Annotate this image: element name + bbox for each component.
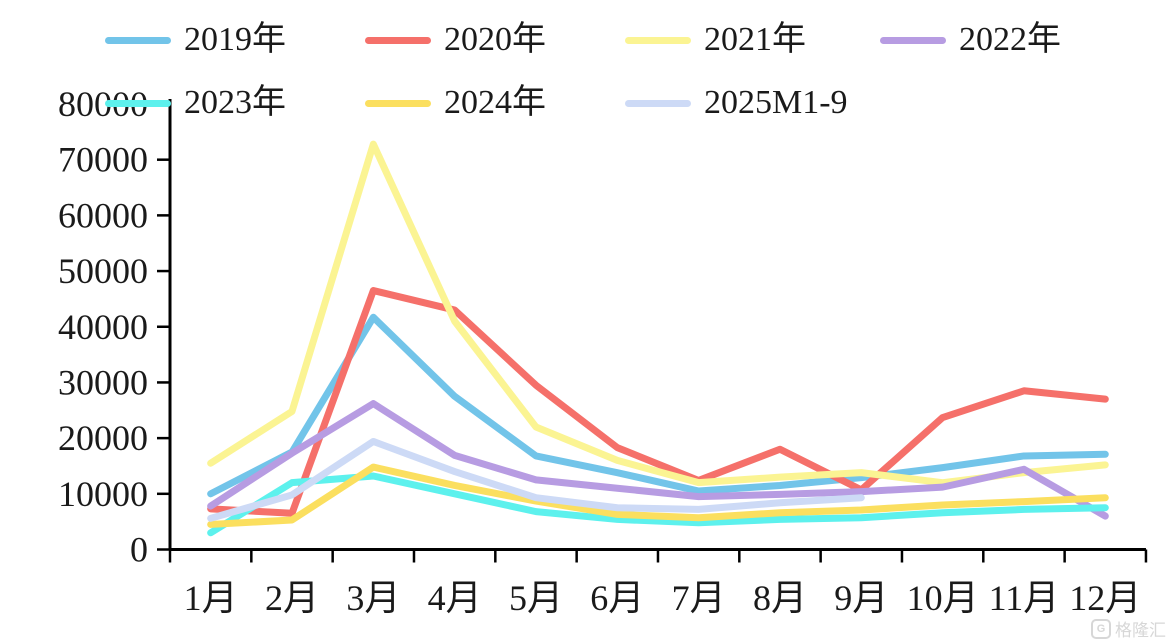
legend-swatch	[625, 36, 691, 44]
chart-legend: 2019年 2020年 2021年 2022年 2023年 2024年 2025M1-9	[0, 0, 1171, 140]
watermark-text: 格隆汇	[1115, 621, 1166, 640]
x-tick-label: 7月	[672, 578, 726, 618]
x-tick-label: 6月	[590, 578, 644, 618]
y-tick-label: 30000	[58, 362, 148, 402]
legend-label: 2023年	[184, 84, 286, 121]
legend-swatch	[105, 36, 171, 44]
x-tick-label: 2月	[265, 578, 319, 618]
legend-label: 2020年	[444, 21, 546, 58]
x-tick-label: 1月	[184, 578, 238, 618]
watermark: G 格隆汇	[1091, 616, 1166, 641]
legend-item-2022: 2022年	[880, 22, 1061, 58]
x-tick-label: 10月	[907, 578, 979, 618]
legend-item-2025M1-9: 2025M1-9	[625, 85, 848, 121]
x-tick-label: 8月	[753, 578, 807, 618]
y-tick-label: 50000	[58, 251, 148, 291]
legend-swatch	[365, 99, 431, 107]
legend-item-2023: 2023年	[105, 85, 286, 121]
y-tick-label: 20000	[58, 418, 148, 458]
y-tick-label: 40000	[58, 307, 148, 347]
x-tick-label: 9月	[834, 578, 888, 618]
x-tick-label: 5月	[509, 578, 563, 618]
x-tick-label: 11月	[989, 578, 1060, 618]
series-line-2021	[207, 140, 1109, 487]
y-tick-label: 0	[130, 530, 148, 570]
legend-swatch	[625, 99, 691, 107]
series-line-2025M1-9	[207, 437, 865, 522]
legend-item-2024: 2024年	[365, 85, 546, 121]
series-line-2022	[207, 400, 1109, 520]
legend-label: 2019年	[184, 21, 286, 58]
x-tick-label: 12月	[1069, 578, 1141, 618]
y-tick-label: 70000	[58, 140, 148, 180]
y-tick-label: 10000	[58, 474, 148, 514]
series-line-2024	[207, 463, 1109, 528]
gelonghui-logo-icon: G	[1091, 618, 1111, 639]
series-line-2019	[207, 313, 1109, 498]
legend-item-2019: 2019年	[105, 22, 286, 58]
legend-swatch	[365, 36, 431, 44]
legend-item-2021: 2021年	[625, 22, 806, 58]
legend-swatch	[105, 99, 171, 107]
legend-swatch	[880, 36, 946, 44]
legend-label: 2021年	[704, 21, 806, 58]
series-line-2020	[207, 287, 1109, 517]
legend-label: 2024年	[444, 84, 546, 121]
legend-label: 2022年	[959, 21, 1061, 58]
y-tick-label: 60000	[58, 195, 148, 235]
x-tick-label: 3月	[346, 578, 400, 618]
legend-label: 2025M1-9	[704, 84, 848, 121]
legend-item-2020: 2020年	[365, 22, 546, 58]
x-tick-label: 4月	[428, 578, 482, 618]
